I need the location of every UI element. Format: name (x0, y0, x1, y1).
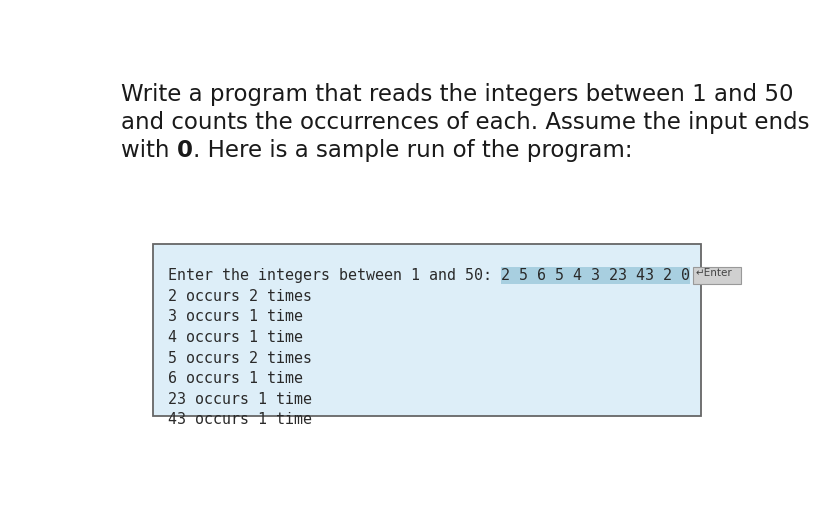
Text: 4 occurs 1 time: 4 occurs 1 time (167, 330, 302, 345)
FancyBboxPatch shape (692, 267, 740, 284)
Text: 0: 0 (176, 139, 192, 162)
Text: 5 occurs 2 times: 5 occurs 2 times (167, 351, 311, 365)
Text: ↵Enter: ↵Enter (696, 268, 732, 278)
Text: and counts the occurrences of each. Assume the input ends: and counts the occurrences of each. Assu… (120, 111, 808, 134)
Text: 23 occurs 1 time: 23 occurs 1 time (167, 392, 311, 407)
FancyBboxPatch shape (153, 244, 701, 416)
Text: with: with (120, 139, 176, 162)
Text: 2 5 6 5 4 3 23 43 2 0: 2 5 6 5 4 3 23 43 2 0 (500, 268, 689, 283)
Text: . Here is a sample run of the program:: . Here is a sample run of the program: (192, 139, 631, 162)
Text: 6 occurs 1 time: 6 occurs 1 time (167, 371, 302, 386)
Text: ↵Enter: ↵Enter (696, 268, 732, 278)
FancyBboxPatch shape (500, 267, 689, 284)
Text: Enter the integers between 1 and 50:: Enter the integers between 1 and 50: (167, 268, 500, 283)
Text: 43 occurs 1 time: 43 occurs 1 time (167, 412, 311, 427)
Text: Write a program that reads the integers between 1 and 50: Write a program that reads the integers … (120, 83, 793, 106)
Text: 2 5 6 5 4 3 23 43 2 0: 2 5 6 5 4 3 23 43 2 0 (500, 268, 689, 283)
Text: 3 occurs 1 time: 3 occurs 1 time (167, 309, 302, 324)
Text: 2 occurs 2 times: 2 occurs 2 times (167, 289, 311, 304)
